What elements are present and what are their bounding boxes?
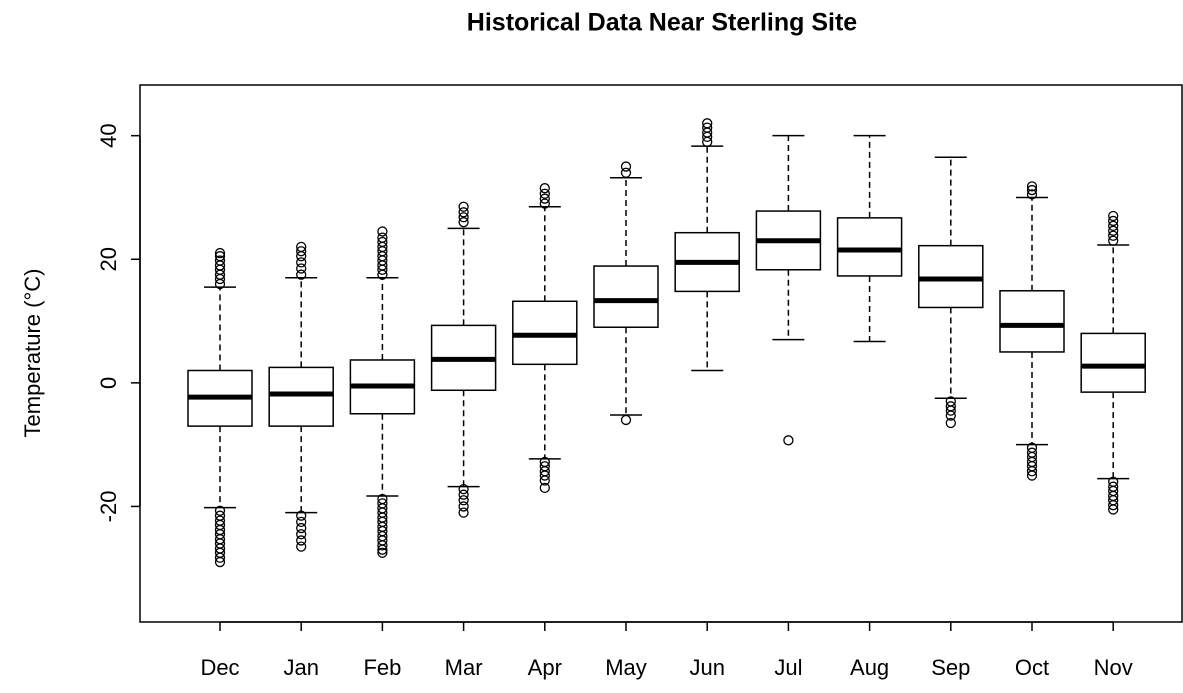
box <box>593 265 659 328</box>
outlier <box>1026 181 1038 192</box>
outlier <box>783 435 794 446</box>
outlier <box>1108 500 1119 511</box>
outlier <box>296 246 307 257</box>
outlier <box>296 241 307 253</box>
outlier <box>296 541 307 552</box>
outlier <box>214 247 226 259</box>
outlier <box>296 257 307 268</box>
x-tick-label: Aug <box>850 655 889 680</box>
y-tick-label: 40 <box>96 123 121 147</box>
outlier <box>1108 225 1119 236</box>
outlier <box>214 251 226 262</box>
outlier <box>377 236 388 248</box>
outlier <box>458 507 469 518</box>
box <box>999 290 1065 353</box>
x-tick-label: Dec <box>200 655 239 680</box>
outlier <box>1108 215 1119 227</box>
outlier <box>377 544 388 555</box>
outlier <box>702 118 713 129</box>
outlier <box>458 217 469 228</box>
box <box>1080 332 1146 393</box>
x-tick-label: Feb <box>363 655 401 680</box>
outlier <box>1108 220 1119 232</box>
outlier <box>539 188 550 199</box>
outlier <box>458 207 469 218</box>
x-tick-label: Sep <box>931 655 970 680</box>
outlier <box>1026 466 1038 477</box>
outlier <box>458 495 469 506</box>
outlier <box>296 516 307 528</box>
outlier <box>1108 504 1119 515</box>
x-tick-label: May <box>605 655 647 680</box>
chart-title: Historical Data Near Sterling Site <box>467 9 858 37</box>
outlier <box>377 226 388 237</box>
outlier <box>458 489 469 500</box>
box <box>836 217 903 277</box>
outlier <box>296 263 307 274</box>
outlier <box>539 482 550 494</box>
outlier <box>377 547 388 558</box>
outlier <box>620 414 632 426</box>
outlier <box>702 122 713 133</box>
outlier <box>296 510 307 521</box>
outlier <box>458 212 469 223</box>
y-tick-label: 20 <box>96 247 121 271</box>
outlier <box>539 193 550 204</box>
outlier <box>539 475 550 486</box>
outlier <box>620 161 632 172</box>
outlier <box>214 556 226 568</box>
box <box>268 366 334 427</box>
outlier <box>539 470 550 481</box>
outlier <box>1108 235 1119 246</box>
outlier <box>296 522 307 534</box>
outlier <box>458 201 469 212</box>
outlier <box>296 529 307 540</box>
outlier <box>1026 184 1038 196</box>
y-tick-label: -20 <box>96 491 121 523</box>
outlier <box>214 505 226 516</box>
outlier <box>1026 189 1038 200</box>
outlier <box>1108 210 1119 222</box>
outlier <box>296 269 307 280</box>
outlier <box>539 198 550 209</box>
y-tick-label: 0 <box>96 377 121 389</box>
outlier <box>214 255 226 266</box>
outlier <box>945 405 956 416</box>
y-axis-label: Temperature (°C) <box>20 269 45 438</box>
x-tick-label: Jan <box>283 655 318 680</box>
x-tick-label: Oct <box>1015 655 1049 680</box>
x-tick-label: Nov <box>1094 655 1133 680</box>
x-tick-label: Mar <box>445 655 483 680</box>
outlier <box>620 167 632 178</box>
x-tick-label: Jun <box>689 655 724 680</box>
outlier <box>1026 470 1038 481</box>
x-tick-label: Jul <box>774 655 802 680</box>
outlier <box>458 501 469 512</box>
outlier <box>214 552 226 563</box>
outlier <box>539 183 550 194</box>
outlier <box>1108 230 1119 241</box>
outlier <box>945 417 956 429</box>
outlier <box>377 232 388 243</box>
outlier <box>945 410 956 421</box>
outlier <box>296 535 307 546</box>
outlier <box>377 540 388 551</box>
outlier <box>458 483 469 495</box>
x-tick-label: Apr <box>528 655 562 680</box>
